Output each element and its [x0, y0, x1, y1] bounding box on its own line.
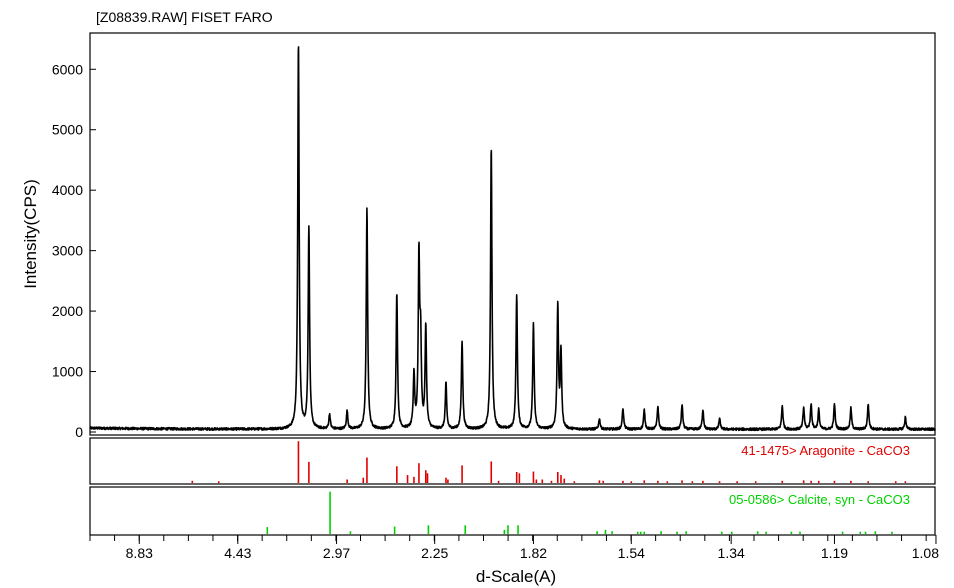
- y-tick-label: 1000: [52, 364, 83, 380]
- main-plot-frame: [89, 32, 936, 436]
- x-tick-label: 1.19: [821, 545, 848, 561]
- calcite-reference-panel: [89, 486, 936, 536]
- x-tick-label: 4.43: [224, 545, 251, 561]
- aragonite-reference-lines: [191, 441, 907, 483]
- x-tick-label: 1.34: [718, 545, 745, 561]
- aragonite-reference-panel: [89, 437, 936, 485]
- calcite-reference-label: 05-0586> Calcite, syn - CaCO3: [729, 492, 910, 507]
- x-tick-label: 2.25: [421, 545, 448, 561]
- y-axis: 0 1000 2000 3000 4000 5000 6000: [52, 61, 96, 440]
- y-tick-label: 0: [75, 424, 83, 440]
- x-tick-label: 1.54: [618, 545, 645, 561]
- y-tick-label: 5000: [52, 122, 83, 138]
- x-tick-label: 2.97: [323, 545, 350, 561]
- intensity-series: [89, 46, 936, 432]
- x-tick-label: 8.83: [126, 545, 153, 561]
- y-axis-title: Intensity(CPS): [21, 179, 40, 289]
- x-axis-title: d-Scale(A): [476, 567, 556, 586]
- chart-title: [Z08839.RAW] FISET FARO: [96, 9, 273, 25]
- y-tick-label: 3000: [52, 243, 83, 259]
- intensity-line: [89, 46, 936, 432]
- x-tick-label: 1.08: [912, 545, 939, 561]
- y-tick-label: 2000: [52, 303, 83, 319]
- y-tick-label: 6000: [52, 61, 83, 77]
- y-tick-label: 4000: [52, 182, 83, 198]
- x-tick-label: 1.82: [520, 545, 547, 561]
- x-axis: 8.83 4.43 2.97 2.25 1.82 1.54 1.34 1.19 1.08: [89, 535, 939, 561]
- calcite-reference-lines: [266, 491, 893, 534]
- aragonite-reference-label: 41-1475> Aragonite - CaCO3: [741, 443, 910, 458]
